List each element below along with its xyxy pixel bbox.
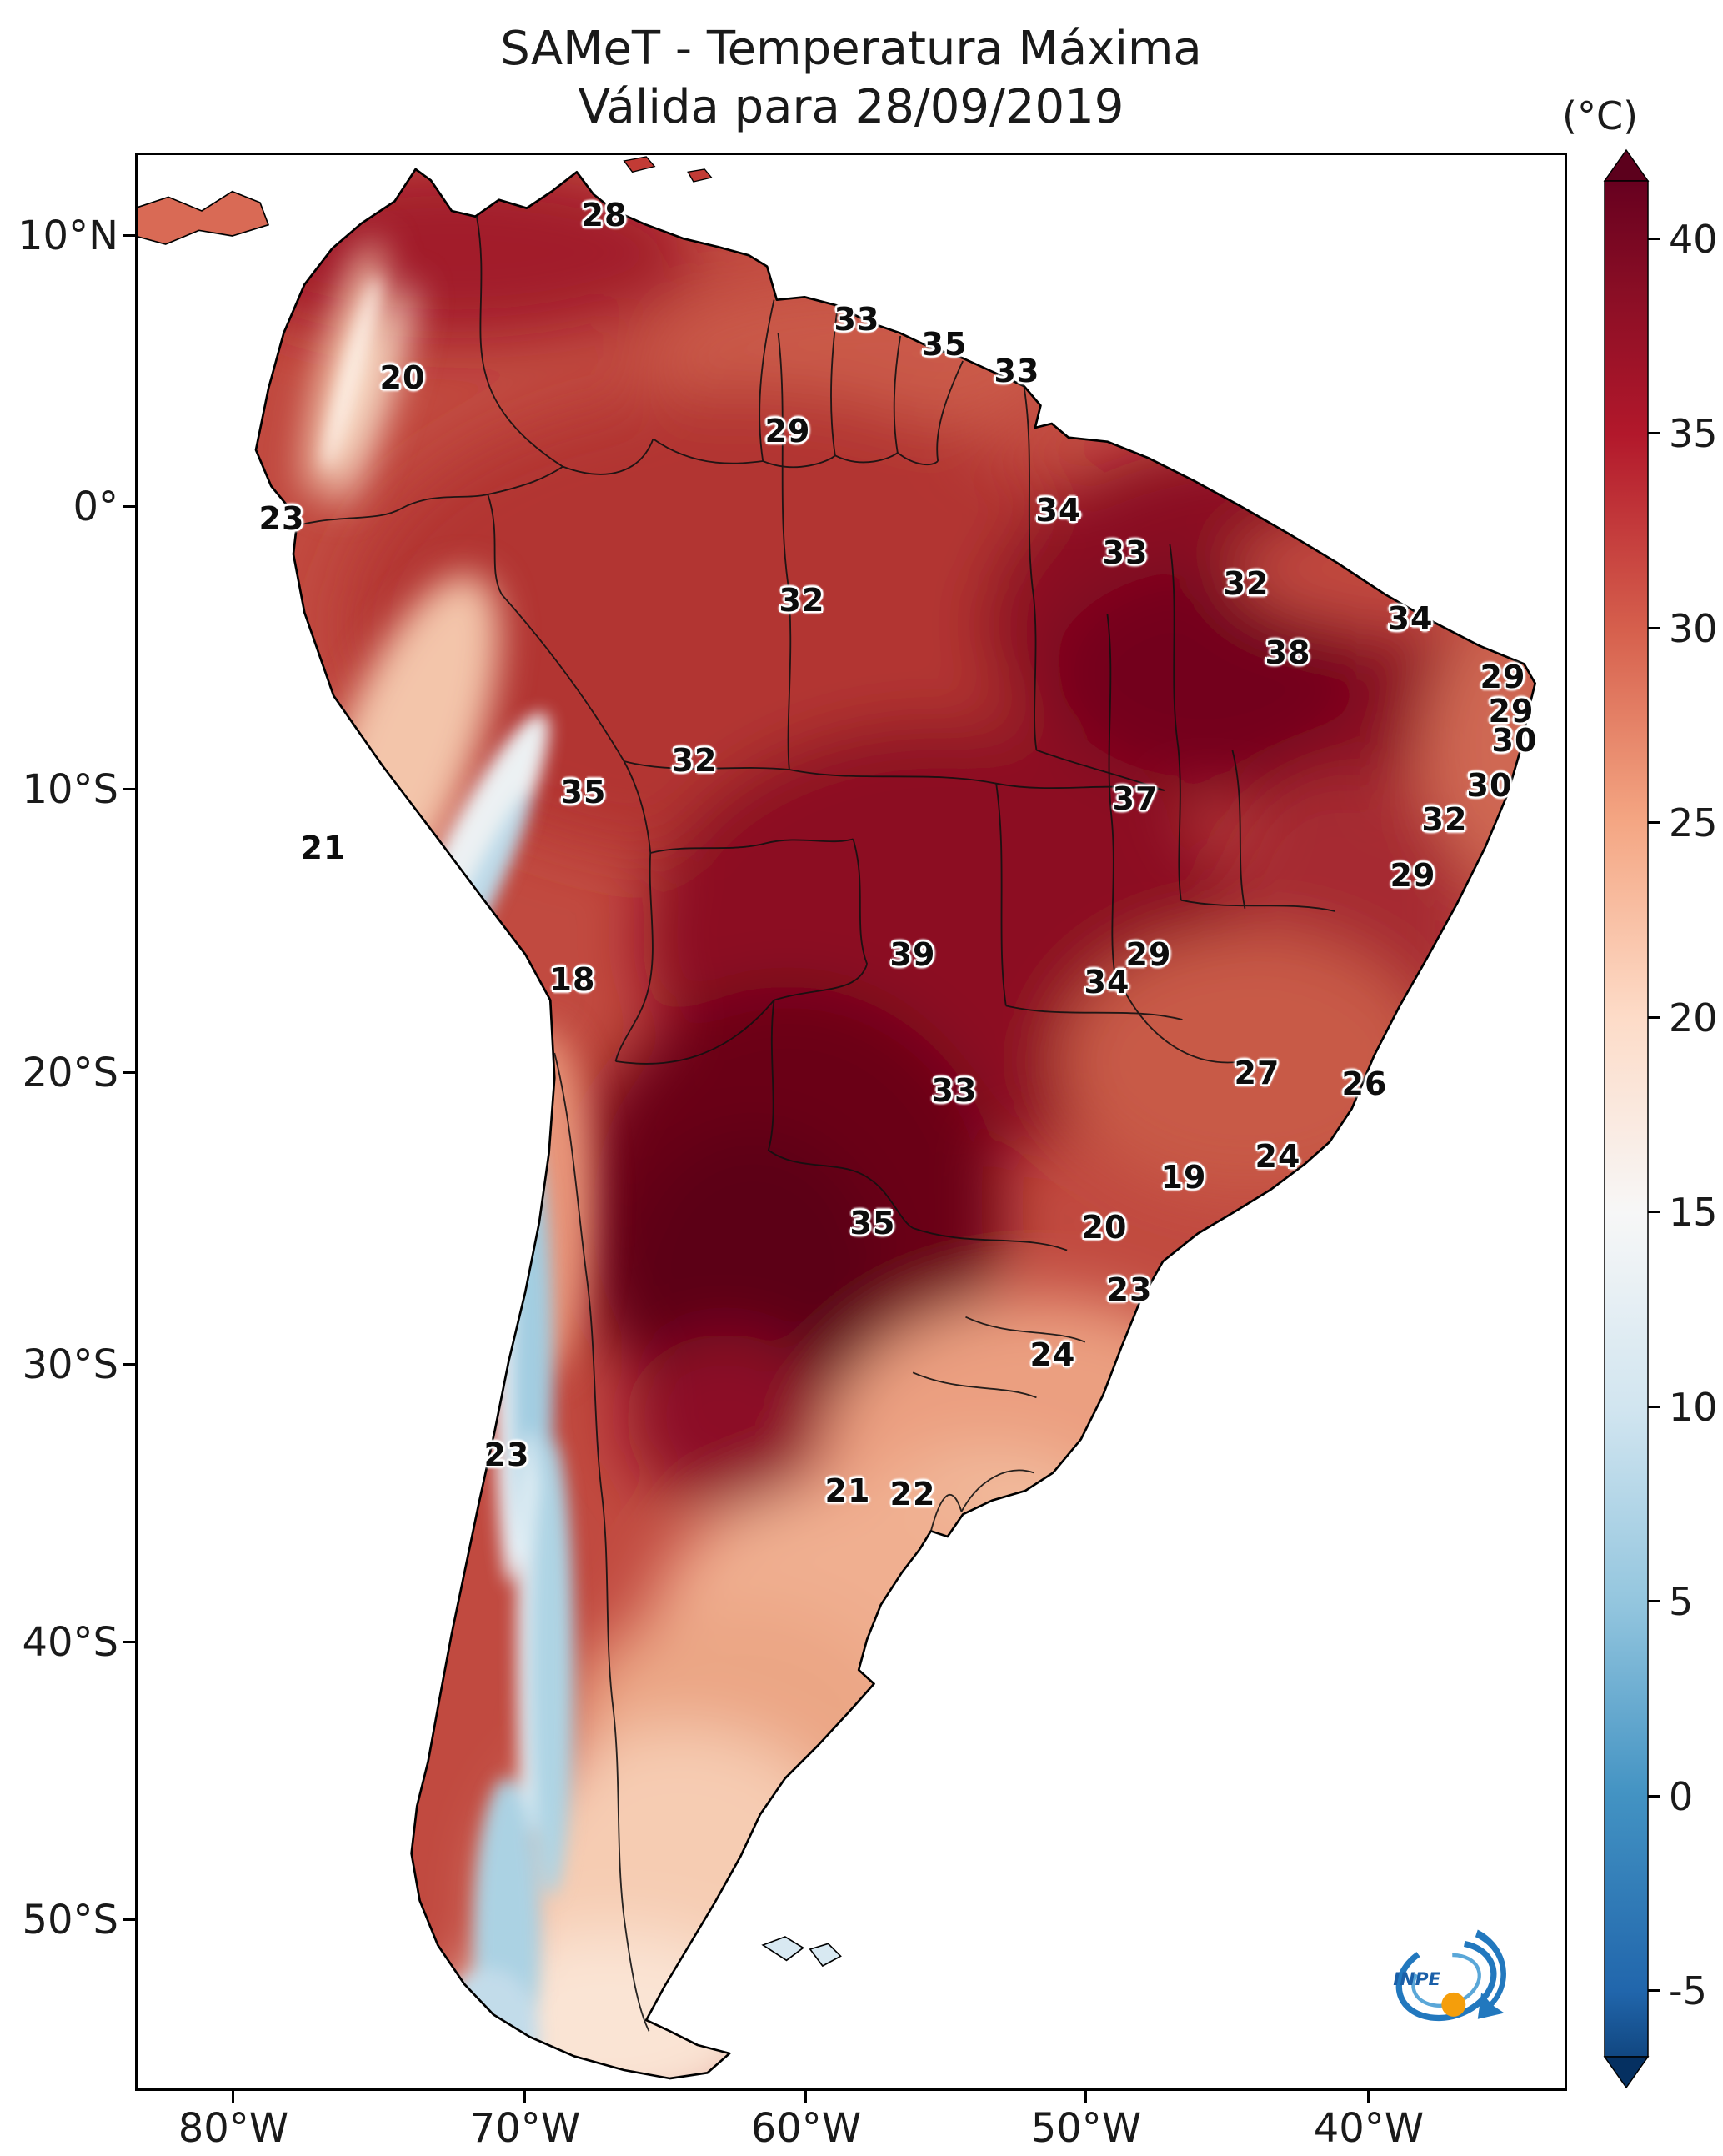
colorbar-tick-label: 20 [1669, 995, 1718, 1040]
colorbar-body [1604, 180, 1649, 2058]
lat-tick-mark [123, 505, 135, 508]
colorbar-unit-label: (°C) [1562, 93, 1639, 138]
colorbar-tick-mark [1648, 1795, 1660, 1798]
lon-tick-label: 50°W [1030, 2105, 1142, 2152]
colorbar-tick-mark [1648, 1989, 1660, 1992]
colorbar-tick-mark [1648, 627, 1660, 629]
colorbar-tick-label: 15 [1669, 1190, 1718, 1235]
colorbar-tick-mark [1648, 821, 1660, 824]
logo-text: INPE [1393, 1969, 1440, 1990]
lat-tick-label: 30°S [22, 1341, 118, 1388]
colorbar-tick-mark [1648, 1406, 1660, 1408]
lat-tick-mark [123, 1071, 135, 1074]
colorbar-tick-label: 40 [1669, 217, 1718, 262]
lon-tick-mark [1367, 2091, 1370, 2103]
lat-tick-mark [123, 1641, 135, 1643]
colorbar-tick-label: 5 [1669, 1579, 1694, 1624]
island-caribbean-1 [623, 156, 656, 173]
lat-tick-label: 20°S [22, 1050, 118, 1096]
lat-tick-mark [123, 1918, 135, 1921]
island-caribbean-2 [687, 168, 713, 183]
logo-arrow [1475, 1929, 1506, 2019]
colorbar-extend-bottom [1603, 2056, 1650, 2089]
inpe-logo: INPE [1393, 1929, 1506, 2022]
political-borders [298, 216, 1335, 2032]
lon-tick-label: 60°W [750, 2105, 862, 2152]
colorbar-tick-label: -5 [1669, 1968, 1707, 2013]
lon-tick-mark [804, 2091, 807, 2103]
colorbar-tick-label: 30 [1669, 606, 1718, 651]
lon-tick-label: 40°W [1313, 2105, 1425, 2152]
colorbar-tick-mark [1648, 1600, 1660, 1602]
lon-tick-mark [523, 2091, 526, 2103]
lon-tick-label: 80°W [178, 2105, 289, 2152]
lat-tick-label: 10°N [18, 213, 118, 259]
lat-tick-mark [123, 234, 135, 237]
temperature-field [255, 169, 1535, 2078]
colorbar [1603, 148, 1650, 2089]
colorbar-tick-label: 35 [1669, 411, 1718, 456]
colorbar-tick-mark [1648, 432, 1660, 434]
lat-tick-label: 10°S [22, 766, 118, 813]
colorbar-extend-top [1603, 148, 1650, 182]
island-falkland-west [761, 1936, 804, 1962]
lon-tick-mark [232, 2091, 234, 2103]
lat-tick-label: 50°S [22, 1897, 118, 1943]
page-title: SAMeT - Temperatura Máxima [500, 22, 1202, 76]
lat-tick-label: 0° [73, 484, 118, 530]
lat-tick-mark [123, 788, 135, 790]
logo-orange-dot [1441, 1992, 1466, 2017]
lon-tick-label: 70°W [469, 2105, 581, 2152]
page-subtitle: Válida para 28/09/2019 [578, 80, 1124, 134]
island-falkland-east [809, 1943, 842, 1968]
colorbar-tick-label: 0 [1669, 1774, 1694, 1819]
colorbar-tick-label: 10 [1669, 1385, 1718, 1430]
lat-tick-label: 40°S [22, 1619, 118, 1666]
coastline [254, 168, 1537, 2080]
colorbar-tick-mark [1648, 1211, 1660, 1213]
lon-tick-mark [1084, 2091, 1087, 2103]
colorbar-tick-mark [1648, 1016, 1660, 1019]
lat-tick-mark [123, 1363, 135, 1366]
map-canvas [135, 156, 1537, 2080]
colorbar-tick-mark [1648, 238, 1660, 240]
colorbar-tick-label: 25 [1669, 800, 1718, 845]
landmass-panama [135, 190, 270, 245]
